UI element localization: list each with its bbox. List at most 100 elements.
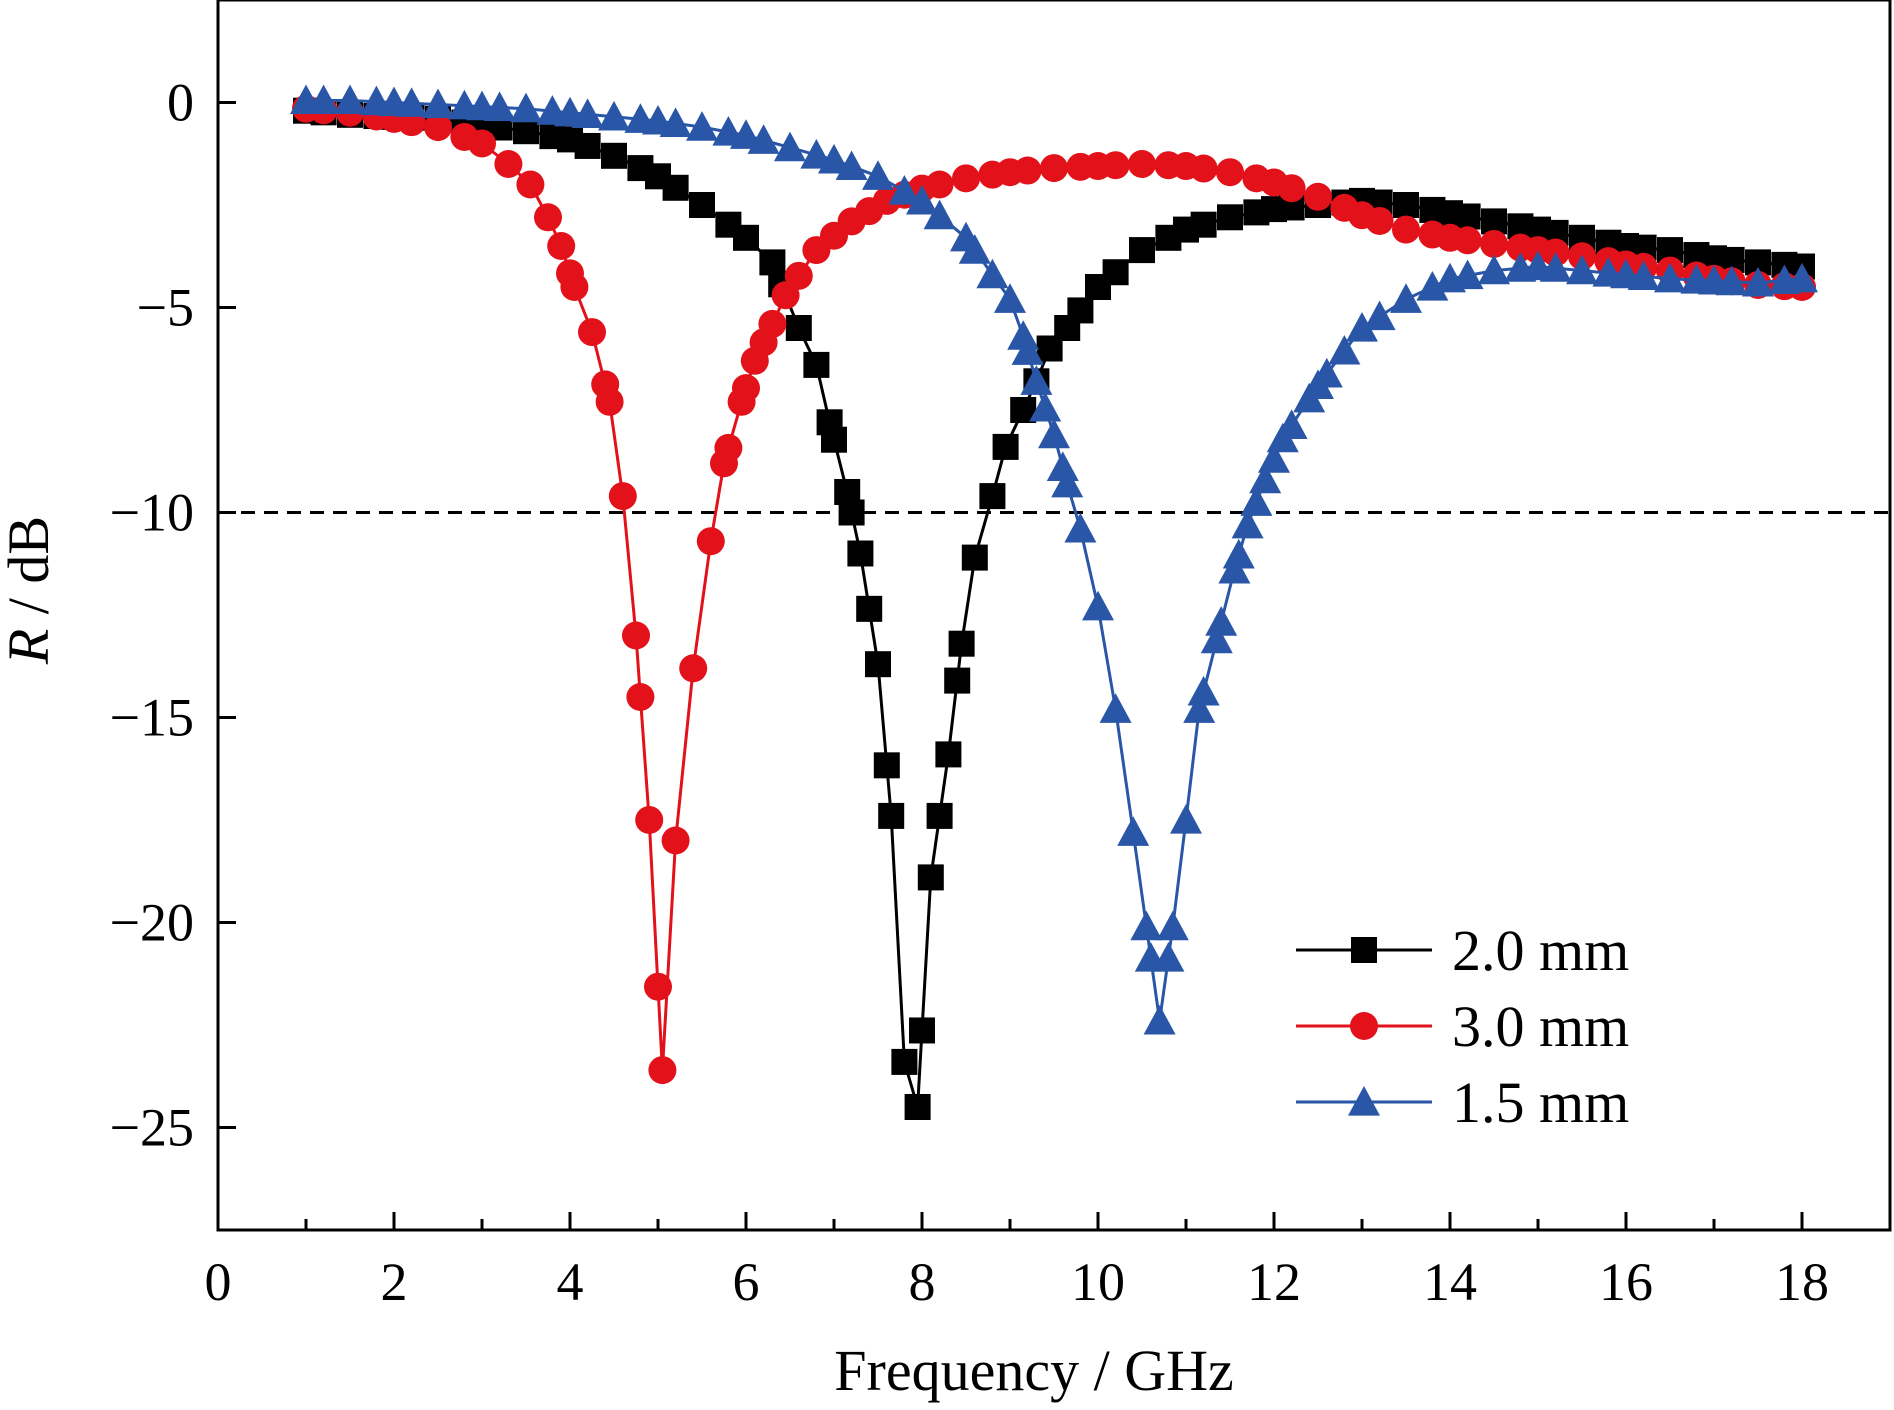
data-point-triangle [1099,693,1132,723]
data-point-circle [1418,220,1447,249]
data-point-circle [749,328,778,357]
data-point-circle [591,370,620,399]
data-point-triangle [1020,365,1053,395]
data-point-circle [1128,150,1156,178]
data-point-square [935,741,962,768]
x-tick-label: 6 [733,1252,760,1312]
data-point-triangle [994,283,1026,313]
data-point-triangle [747,124,780,154]
data-point-triangle [1038,418,1070,449]
data-point-circle [732,374,760,403]
data-point-square [1190,211,1217,238]
data-point-square [1243,199,1270,226]
data-point-square [662,174,689,201]
data-point-circle [608,482,637,511]
data-point-triangle [862,160,894,190]
data-point-triangle [334,84,366,115]
data-point-triangle [888,175,921,205]
data-point-square [917,864,944,891]
data-point-square [838,499,865,526]
y-tick-label: −10 [110,483,194,543]
data-point-triangle [1715,265,1748,296]
data-point-triangle [1187,675,1220,706]
plot-area-frame [216,0,1892,1232]
legend: 2.0 mm 3.0 mm 1.5 mm [1296,918,1629,1135]
data-point-triangle [1258,443,1290,473]
data-point-triangle [1143,1004,1176,1035]
data-point-square [904,1094,931,1120]
data-point-triangle [395,87,428,117]
x-tick-label: 18 [1775,1252,1829,1312]
data-point-circle [578,318,606,347]
data-point-square [574,132,601,159]
data-point-circle [1480,229,1508,258]
y-axis-title-symbol: R [0,629,61,665]
data-point-triangle [598,100,630,131]
data-point-circle [978,160,1007,189]
data-point-triangle [1200,623,1233,654]
data-point-square [944,667,971,694]
data-point-circle [516,170,545,199]
data-point-circle [1242,164,1271,193]
data-point-triangle [510,92,542,123]
data-point-circle [1277,174,1306,203]
x-tick-label: 14 [1423,1252,1477,1312]
data-point-triangle [1152,942,1185,972]
data-point-triangle [1117,816,1150,846]
data-point-triangle [1275,409,1308,439]
data-point-square [785,315,812,341]
data-point-triangle [1346,312,1378,342]
data-point-triangle [712,116,745,146]
legend-item: 2.0 mm [1296,918,1629,983]
data-point-triangle [1592,257,1625,287]
data-point-circle [1453,226,1482,255]
data-point-square [1217,204,1243,231]
data-point-circle [1189,154,1218,183]
data-point-circle [1013,156,1042,185]
data-point-square [856,595,883,622]
data-point-triangle [1130,910,1163,941]
data-point-triangle [958,234,991,264]
data-point-circle [622,621,650,650]
data-point-triangle [1768,264,1801,295]
data-point-triangle [1082,590,1114,621]
data-point-square [1102,259,1129,286]
data-point-square [948,630,975,657]
data-point-triangle [1654,262,1686,293]
data-point-triangle [422,88,454,119]
y-tick-label: 0 [167,73,194,133]
y-axis-title: R / dB [0,516,61,665]
data-point-triangle [1051,467,1084,498]
data-point-circle [1101,151,1130,180]
data-point-circle [952,164,980,193]
x-tick-labels: 0 2 4 6 8 10 12 14 16 18 [205,1252,1830,1312]
data-point-circle [648,1056,677,1085]
data-point-square [891,1048,918,1075]
data-point-triangle [1183,693,1216,723]
data-point-circle [494,150,523,178]
data-point-triangle [1742,266,1774,297]
data-point-square [878,802,905,829]
data-point-circle [635,806,664,834]
data-point-square [601,142,627,169]
x-tick-label: 2 [381,1252,408,1312]
data-point-triangle [1064,512,1097,543]
data-point-square [1155,224,1182,251]
x-tick-label: 10 [1071,1252,1125,1312]
data-point-square [873,752,900,779]
data-point-circle [1330,193,1359,222]
data-point-triangle [1222,538,1255,569]
data-point-circle [644,972,672,1001]
data-point-triangle [1539,252,1572,282]
series-2 [290,84,1818,1035]
data-point-triangle [1310,357,1343,388]
tick-marks [216,101,1804,1230]
data-point-circle [547,232,576,260]
y-tick-label: −25 [110,1098,194,1158]
data-point-square [979,483,1006,510]
data-point-triangle [360,85,393,116]
data-point-circle [424,113,452,142]
data-point-triangle [1504,252,1537,282]
data-point-triangle [1328,334,1361,365]
